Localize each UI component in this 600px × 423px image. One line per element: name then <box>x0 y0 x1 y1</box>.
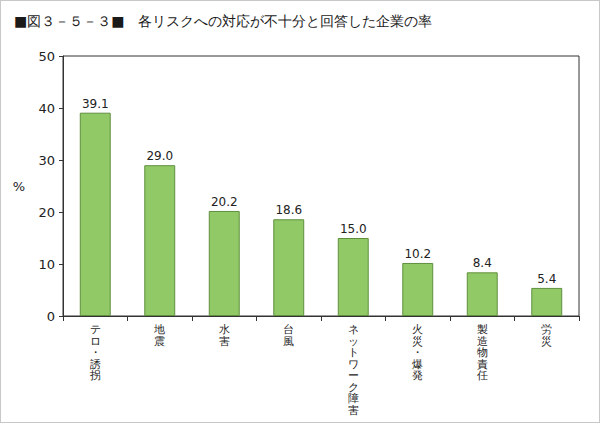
svg-text:発: 発 <box>412 369 423 382</box>
svg-text:製: 製 <box>476 323 488 337</box>
svg-text:障: 障 <box>347 392 359 406</box>
svg-text:火: 火 <box>412 323 424 337</box>
svg-text:%: % <box>13 179 25 194</box>
svg-text:5.4: 5.4 <box>537 272 556 286</box>
svg-text:水: 水 <box>218 323 230 337</box>
svg-text:労: 労 <box>541 323 553 337</box>
svg-text:ロ: ロ <box>89 334 101 348</box>
svg-text:0: 0 <box>47 309 55 324</box>
svg-text:ク: ク <box>347 380 359 394</box>
svg-text:ー: ー <box>347 369 359 383</box>
svg-text:爆: 爆 <box>412 357 424 371</box>
svg-text:害: 害 <box>348 404 359 417</box>
svg-text:20.2: 20.2 <box>211 195 238 209</box>
svg-text:39.1: 39.1 <box>82 97 109 111</box>
svg-text:災: 災 <box>541 335 552 348</box>
svg-text:台: 台 <box>283 323 295 337</box>
svg-text:災: 災 <box>412 334 424 348</box>
svg-text:物: 物 <box>476 346 488 360</box>
svg-text:40: 40 <box>38 101 55 116</box>
svg-text:20: 20 <box>38 205 55 220</box>
svg-text:10: 10 <box>38 257 55 272</box>
svg-text:ワ: ワ <box>347 357 359 371</box>
svg-text:震: 震 <box>154 335 165 348</box>
svg-text:造: 造 <box>476 334 488 348</box>
svg-text:風: 風 <box>283 335 294 348</box>
svg-text:ッ: ッ <box>347 334 359 348</box>
svg-text:15.0: 15.0 <box>340 222 367 236</box>
svg-text:■図３－５－３■ 各リスクへの対応が不十分と回答した企業の率: ■図３－５－３■ 各リスクへの対応が不十分と回答した企業の率 <box>14 13 432 29</box>
svg-text:任: 任 <box>476 369 488 382</box>
svg-text:ネ: ネ <box>347 323 359 337</box>
svg-text:誘: 誘 <box>89 357 101 371</box>
svg-text:ト: ト <box>347 346 359 360</box>
svg-text:29.0: 29.0 <box>146 149 173 163</box>
svg-text:責: 責 <box>476 357 488 371</box>
svg-text:18.6: 18.6 <box>275 203 302 217</box>
svg-text:10.2: 10.2 <box>404 247 431 261</box>
svg-text:50: 50 <box>38 49 55 64</box>
svg-text:拐: 拐 <box>89 369 101 382</box>
svg-text:地: 地 <box>154 323 166 337</box>
svg-text:30: 30 <box>38 153 55 168</box>
svg-text:8.4: 8.4 <box>473 256 492 270</box>
svg-text:テ: テ <box>89 323 101 337</box>
svg-text:害: 害 <box>219 335 230 348</box>
